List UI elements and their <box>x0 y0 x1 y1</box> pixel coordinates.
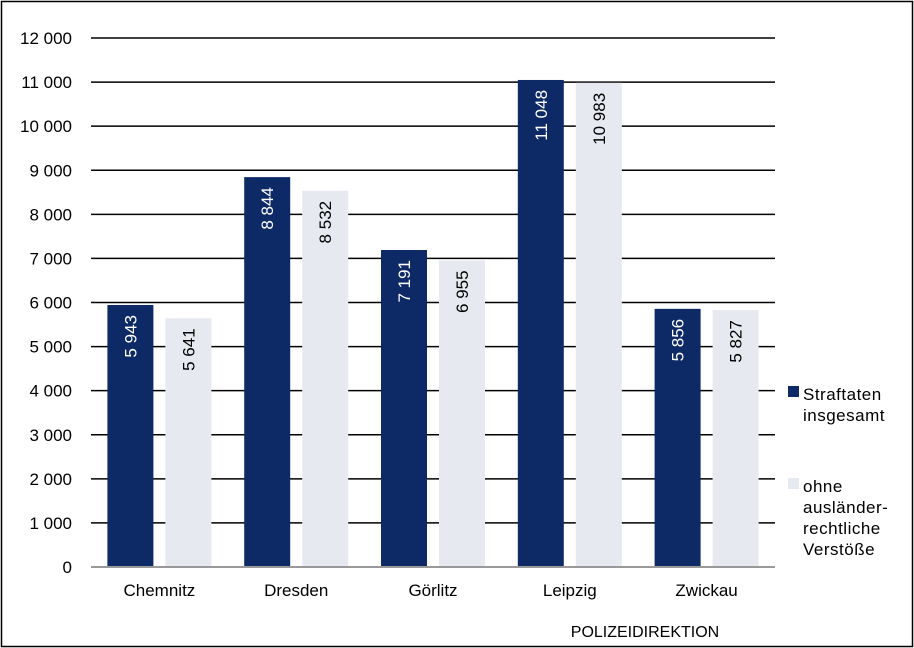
legend-label: Straftaten <box>803 385 882 404</box>
x-tick-label: Leipzig <box>543 581 597 600</box>
x-axis-ticks: Chemnitz Dresden Görlitz Leipzig Zwickau <box>123 581 737 600</box>
bar-value-label: 8 844 <box>258 187 277 230</box>
y-tick-label: 5 000 <box>29 338 72 357</box>
bar-value-label: 6 955 <box>453 270 472 313</box>
x-tick-label: Dresden <box>264 581 328 600</box>
y-tick-label: 4 000 <box>29 382 72 401</box>
x-tick-label: Görlitz <box>408 581 457 600</box>
y-tick-label: 12 000 <box>20 29 72 48</box>
bar <box>165 318 212 567</box>
bar <box>712 310 759 567</box>
bar-value-label: 5 856 <box>669 319 688 362</box>
bar-value-label: 5 827 <box>727 320 746 363</box>
legend-label: insgesamt <box>803 406 885 425</box>
bar-value-label: 5 943 <box>121 315 140 358</box>
y-tick-label: 1 000 <box>29 514 72 533</box>
bar-value-label: 11 048 <box>532 90 551 141</box>
legend-label: ohne <box>803 477 843 496</box>
bar-value-label: 5 641 <box>179 328 198 371</box>
x-tick-label: Chemnitz <box>123 581 195 600</box>
legend-swatch <box>788 386 799 397</box>
y-tick-label: 10 000 <box>20 117 72 136</box>
legend: Straftaten insgesamt ohne ausländer-rechtli… <box>788 385 888 559</box>
bar <box>107 305 154 567</box>
y-tick-label: 0 <box>63 558 72 577</box>
bar <box>654 308 701 567</box>
legend-item: Straftaten insgesamt <box>788 385 885 425</box>
y-tick-label: 7 000 <box>29 249 72 268</box>
bars: 5 943 5 641 8 844 8 532 7 191 6 955 11 048 10 9… <box>107 79 759 568</box>
y-axis-ticks: 0 1 000 2 000 3 000 4 000 5 000 6 000 7 000 8 00… <box>20 29 72 577</box>
legend-label: rechtliche <box>803 519 881 538</box>
bar-value-label: 7 191 <box>395 260 414 303</box>
bar <box>381 249 427 567</box>
bar-value-label: 8 532 <box>316 201 335 244</box>
y-tick-label: 8 000 <box>29 205 72 224</box>
legend-label: Verstöße <box>803 540 875 559</box>
bar <box>302 190 349 568</box>
legend-swatch <box>788 478 799 489</box>
y-tick-label: 6 000 <box>29 294 72 313</box>
y-tick-label: 11 000 <box>21 73 72 92</box>
bar <box>575 82 622 567</box>
bar-value-label: 10 983 <box>590 93 609 145</box>
y-tick-label: 9 000 <box>29 161 72 180</box>
bar <box>517 79 564 567</box>
x-axis-title: POLIZEIDIREKTION <box>571 624 719 641</box>
x-tick-label: Zwickau <box>675 581 737 600</box>
legend-label: ausländer- <box>803 498 888 517</box>
y-tick-label: 3 000 <box>29 426 72 445</box>
legend-item: ohne ausländer-rechtliche Verstöße <box>788 477 888 559</box>
y-tick-label: 2 000 <box>29 470 72 489</box>
bar <box>244 177 291 567</box>
bar <box>439 260 485 567</box>
